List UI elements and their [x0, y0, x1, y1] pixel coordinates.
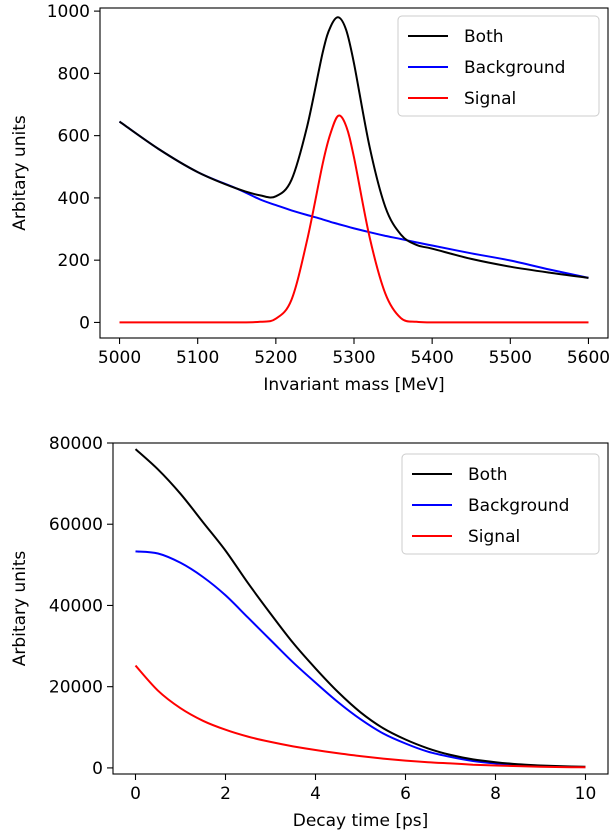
legend-label-background: Background	[464, 58, 565, 78]
y-tick-label: 400	[58, 189, 90, 209]
series-line-both	[134, 448, 586, 768]
x-tick-label: 5000	[98, 348, 141, 368]
plot-frame	[112, 442, 609, 775]
chart-panel-2: 0 2 4 6 8 10 0 20000 40000 60000 80000 Decay time […	[10, 434, 609, 831]
y-axis-label: Arbitary units	[10, 115, 30, 231]
x-axis-label: Decay time [ps]	[293, 811, 429, 831]
legend: Both Background Signal	[401, 453, 600, 555]
x-tick-label: 5300	[332, 348, 375, 368]
series-line-signal	[134, 664, 586, 769]
legend-label-both: Both	[468, 465, 508, 485]
y-tick-label: 40000	[49, 596, 103, 616]
x-tick-label: 4	[310, 784, 321, 804]
series-line-both	[118, 16, 589, 279]
x-tick-label: 5500	[489, 348, 532, 368]
y-tick-label: 80000	[49, 434, 103, 454]
x-tick-label: 5400	[411, 348, 454, 368]
x-tick-label: 2	[220, 784, 231, 804]
y-tick-label: 600	[58, 127, 90, 147]
x-tick-label: 5100	[176, 348, 219, 368]
x-tick-label: 0	[130, 784, 141, 804]
y-tick-label: 60000	[49, 515, 103, 535]
y-tick-label: 0	[92, 759, 103, 779]
x-tick-label: 5600	[567, 348, 610, 368]
legend-label-signal: Signal	[468, 527, 520, 547]
legend-label-signal: Signal	[464, 89, 516, 109]
x-axis-label: Invariant mass [MeV]	[263, 375, 444, 395]
legend-box	[397, 15, 600, 117]
y-tick-label: 20000	[49, 678, 103, 698]
series-line-background	[118, 120, 589, 279]
y-tick-label: 0	[79, 313, 90, 333]
x-tick-label: 5200	[254, 348, 297, 368]
y-axis-label: Arbitary units	[10, 551, 30, 667]
chart-panel-1: 5000 5100 5200 5300 5400 5500 5600 0 200 400 600 80…	[10, 2, 610, 395]
y-tick-label: 800	[58, 64, 90, 84]
series-line-signal	[119, 114, 589, 324]
x-tick-label: 8	[490, 784, 501, 804]
legend-label-background: Background	[468, 496, 569, 516]
legend-box	[401, 453, 600, 555]
legend: Both Background Signal	[397, 15, 600, 117]
y-tick-label: 1000	[47, 2, 90, 22]
series-line-background	[135, 550, 586, 769]
y-tick-label: 200	[58, 251, 90, 271]
legend-label-both: Both	[464, 27, 504, 47]
x-tick-label: 6	[400, 784, 411, 804]
x-tick-label: 10	[575, 784, 597, 804]
